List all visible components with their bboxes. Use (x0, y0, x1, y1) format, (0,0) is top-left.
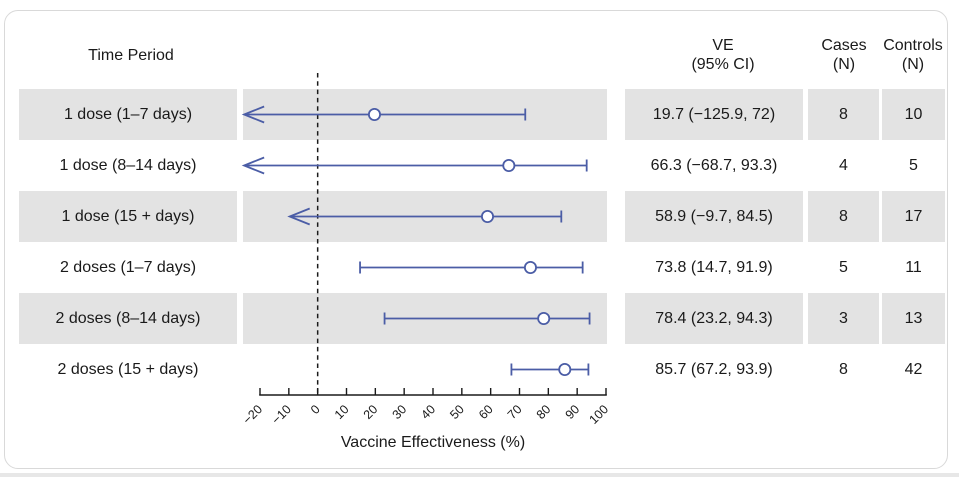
controls-value: 11 (905, 259, 922, 276)
row-label: 1 dose (1–7 days) (63, 106, 193, 123)
controls-value: 17 (904, 208, 923, 225)
controls-value: 10 (904, 106, 923, 123)
x-axis-tick-label: 10 (332, 402, 352, 422)
x-axis-tick-label: 70 (505, 402, 525, 422)
ve-point-marker (537, 311, 551, 325)
x-axis-tick-label: 50 (447, 402, 467, 422)
x-axis-tick-label: 90 (563, 402, 583, 422)
band-label (19, 191, 237, 242)
row-label: 2 doses (1–7 days) (59, 259, 197, 276)
band-cases (808, 293, 879, 344)
band-ve (625, 89, 803, 140)
column-header-ve-line2: (95% CI) (691, 56, 755, 73)
band-controls (882, 191, 945, 242)
cases-value: 3 (839, 310, 848, 327)
column-header-ve: VE (95% CI) (648, 36, 798, 74)
band-cases (808, 89, 879, 140)
x-axis-tick-label: 20 (361, 402, 381, 422)
row-label: 1 dose (15 + days) (61, 208, 195, 225)
band-controls (882, 89, 945, 140)
column-header-time-period: Time Period (88, 47, 174, 64)
x-axis-tick-label: −10 (269, 402, 294, 427)
x-axis-tick-label: 60 (476, 402, 496, 422)
band-ve (625, 293, 803, 344)
cases-value: 8 (839, 361, 848, 378)
ve-value: 85.7 (67.2, 93.9) (655, 361, 773, 378)
x-axis-tick-label: 40 (418, 402, 438, 422)
band-cases (808, 191, 879, 242)
column-header-ve-line1: VE (712, 37, 734, 54)
ve-value: 19.7 (−125.9, 72) (652, 106, 776, 123)
ve-value: 66.3 (−68.7, 93.3) (650, 157, 778, 174)
band-ve (625, 191, 803, 242)
x-axis-tick-label: 100 (586, 402, 611, 427)
x-axis-tick-label: 80 (534, 402, 554, 422)
page-bottom-strip (0, 473, 959, 477)
ci-left-arrow (287, 207, 311, 226)
controls-value: 13 (904, 310, 923, 327)
ve-point-marker (558, 362, 572, 376)
x-axis-title: Vaccine Effectiveness (%) (340, 434, 526, 451)
ve-point-marker (367, 108, 381, 122)
column-header-controls: Controls (N) (878, 36, 948, 74)
controls-value: 5 (909, 157, 918, 174)
band-label (19, 293, 237, 344)
x-axis-tick-label: 0 (308, 402, 323, 417)
band-label (19, 89, 237, 140)
ve-point-marker (523, 260, 537, 274)
row-label: 1 dose (8–14 days) (59, 157, 197, 174)
ve-point-marker (502, 158, 516, 172)
ve-value: 73.8 (14.7, 91.9) (655, 259, 773, 276)
controls-value: 42 (904, 361, 923, 378)
column-header-controls-line1: Controls (883, 37, 943, 54)
cases-value: 8 (839, 208, 848, 225)
ve-point-marker (480, 209, 494, 223)
ci-left-arrow (241, 156, 265, 175)
x-axis-tick-label: 30 (390, 402, 410, 422)
column-header-cases: Cases (N) (809, 36, 879, 74)
band-controls (882, 293, 945, 344)
cases-value: 5 (839, 259, 848, 276)
ve-value: 58.9 (−9.7, 84.5) (655, 208, 773, 225)
ve-value: 78.4 (23.2, 94.3) (655, 310, 773, 327)
column-header-controls-line2: (N) (901, 56, 925, 73)
x-axis-tick-label: −20 (240, 402, 265, 427)
row-label: 2 doses (8–14 days) (55, 310, 201, 327)
ci-left-arrow (241, 105, 265, 124)
column-header-cases-line1: Cases (821, 37, 867, 54)
cases-value: 4 (839, 157, 848, 174)
cases-value: 8 (839, 106, 848, 123)
row-label: 2 doses (15 + days) (57, 361, 199, 378)
column-header-cases-line2: (N) (832, 56, 856, 73)
